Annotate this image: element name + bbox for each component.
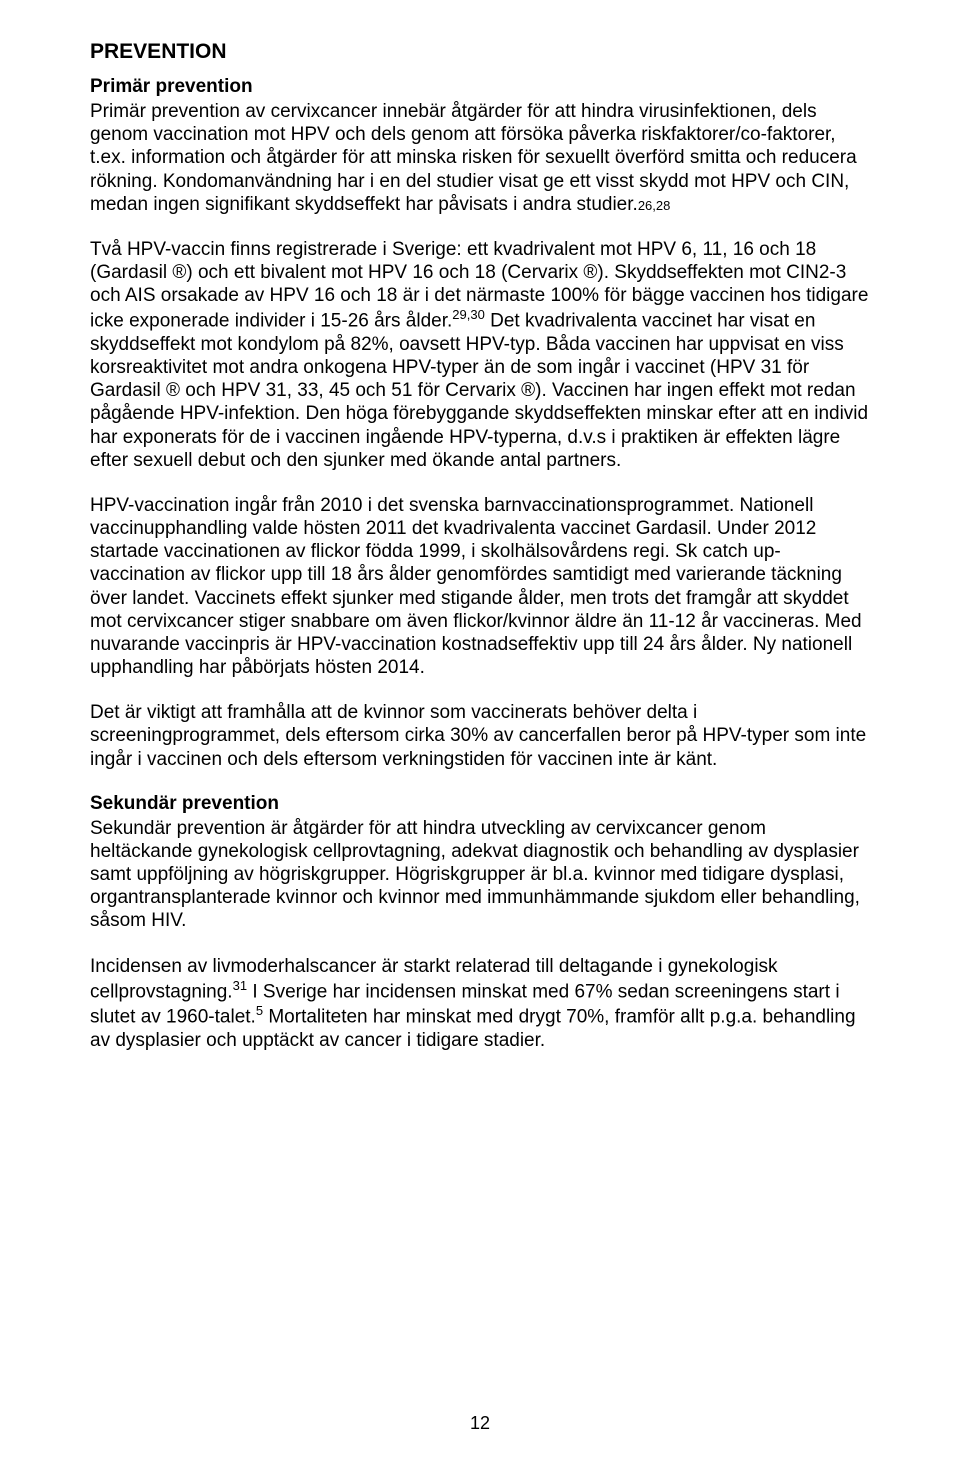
paragraph-3: HPV-vaccination ingår från 2010 i det sv… bbox=[90, 494, 870, 679]
paragraph-2-text-b: Det kvadrivalenta vaccinet har visat en … bbox=[90, 311, 868, 471]
paragraph-1-ref: 26,28 bbox=[638, 198, 671, 213]
paragraph-4: Det är viktigt att framhålla att de kvin… bbox=[90, 701, 870, 771]
paragraph-6-ref1: 31 bbox=[233, 978, 247, 993]
paragraph-1-text: Primär prevention av cervixcancer innebä… bbox=[90, 101, 857, 215]
page-number: 12 bbox=[0, 1413, 960, 1434]
section-heading-primary: Primär prevention bbox=[90, 76, 870, 98]
paragraph-6: Incidensen av livmoderhalscancer är star… bbox=[90, 955, 870, 1052]
page-title: PREVENTION bbox=[90, 40, 870, 64]
paragraph-6-ref2: 5 bbox=[256, 1003, 263, 1018]
paragraph-2: Två HPV-vaccin finns registrerade i Sver… bbox=[90, 238, 870, 472]
section-heading-secondary: Sekundär prevention bbox=[90, 793, 870, 815]
document-page: PREVENTION Primär prevention Primär prev… bbox=[0, 0, 960, 1464]
paragraph-1: Primär prevention av cervixcancer innebä… bbox=[90, 100, 870, 216]
paragraph-5: Sekundär prevention är åtgärder för att … bbox=[90, 817, 870, 933]
paragraph-2-ref: 29,30 bbox=[452, 307, 485, 322]
